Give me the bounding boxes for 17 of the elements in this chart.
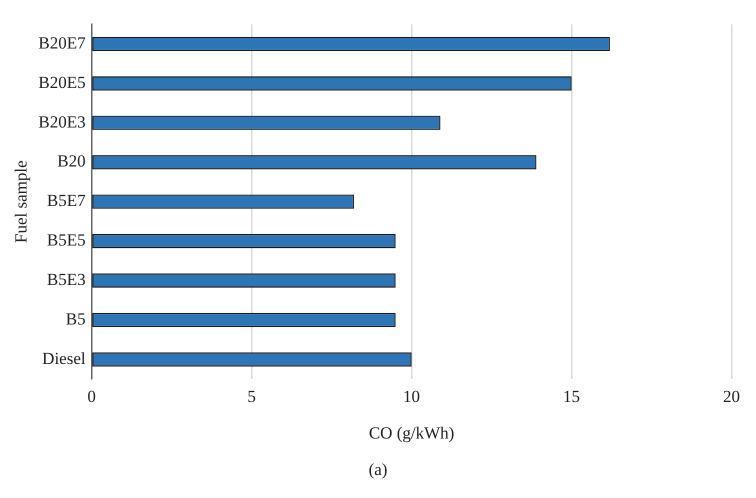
y-axis-title: Fuel sample (12, 160, 31, 244)
y-tick-label: B5E3 (46, 270, 86, 290)
y-tick-label: B20E7 (38, 33, 86, 52)
y-tick-label: Diesel (42, 348, 86, 368)
text: (a) (368, 460, 388, 480)
y-tick-label: B5 (66, 310, 86, 328)
x-tick-label: 15 (563, 386, 580, 406)
y-tick-label: B20E3 (38, 112, 86, 132)
x-tick-label: 0 (87, 386, 96, 406)
x-tick-label: 5 (247, 386, 256, 406)
y-tick-label: B5E5 (46, 230, 86, 250)
x-tick-label: 20 (723, 386, 740, 406)
x-tick-label: 10 (403, 386, 420, 406)
y-tick-label: B20E5 (38, 72, 86, 92)
y-tick-label: B5E7 (46, 191, 86, 210)
x-axis-title: CO (g/kWh) (368, 423, 454, 442)
y-tick-label: B20 (57, 152, 86, 171)
